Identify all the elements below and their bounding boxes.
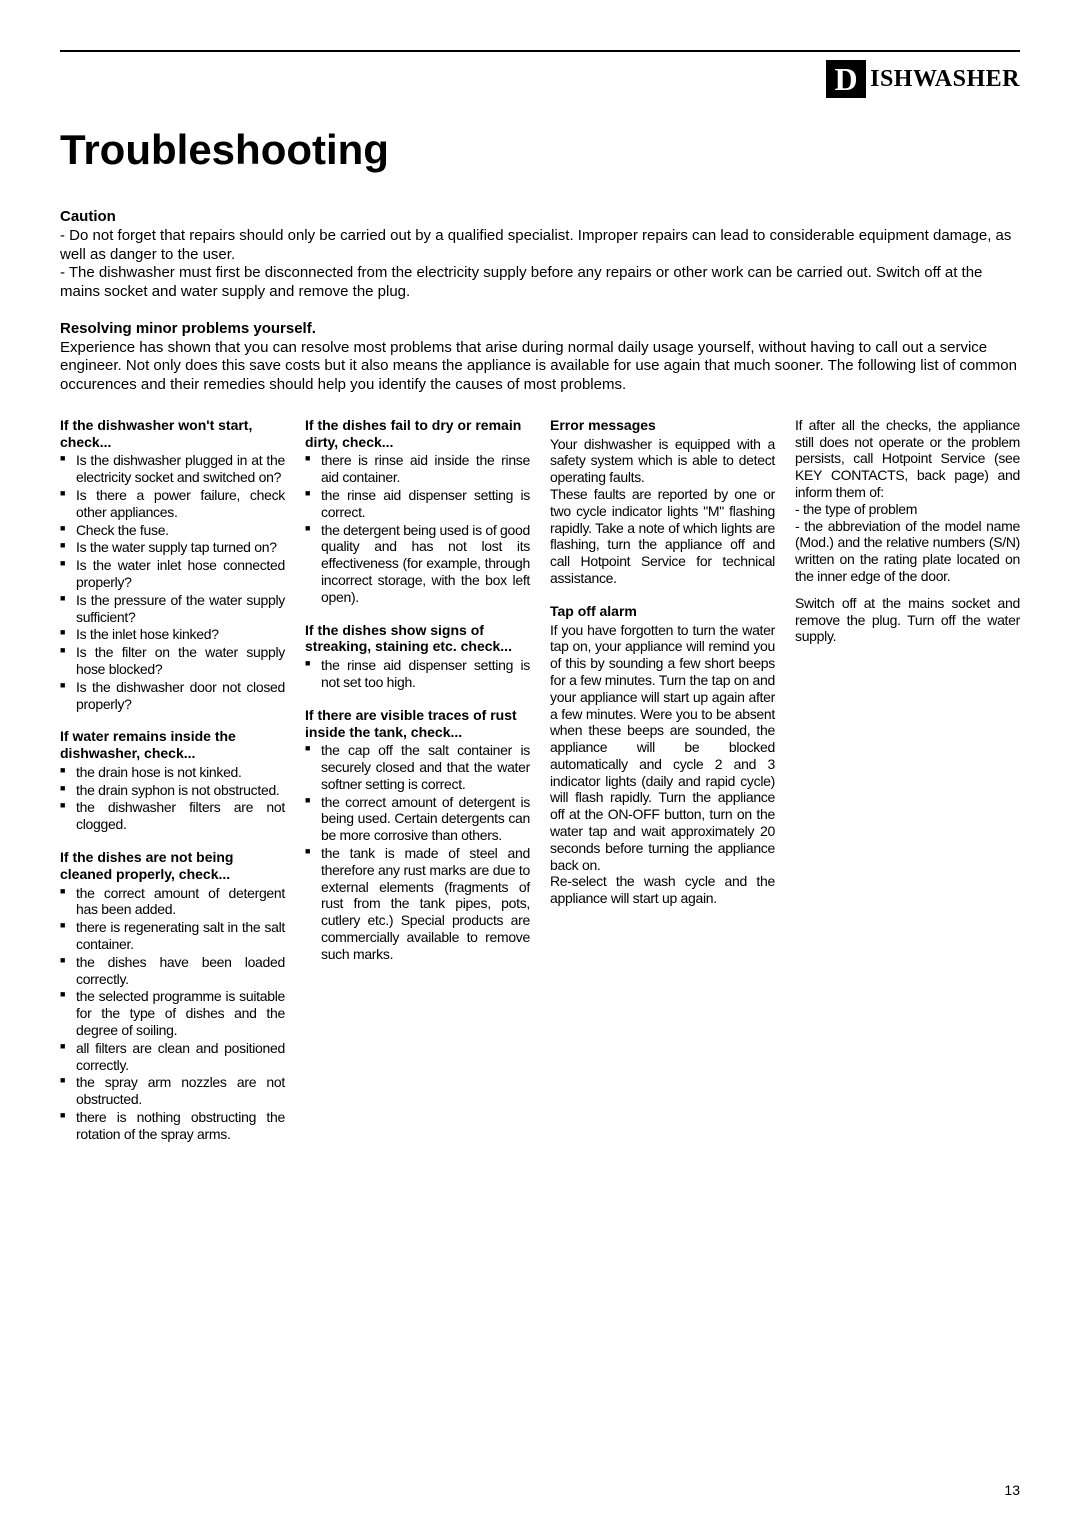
list-item: the drain syphon is not obstructed.: [60, 782, 285, 799]
logo-letter: D: [826, 60, 866, 98]
caution-p1: - Do not forget that repairs should only…: [60, 227, 1020, 265]
list-item: Is there a power failure, check other ap…: [60, 487, 285, 521]
c2s2-heading: If the dishes show signs of streaking, s…: [305, 622, 530, 656]
c2s1-heading: If the dishes fail to dry or remain dirt…: [305, 417, 530, 451]
c2s3-heading: If there are visible traces of rust insi…: [305, 707, 530, 741]
column-3: Error messages Your dishwasher is equipp…: [550, 417, 775, 1159]
c3s1-heading: Error messages: [550, 417, 775, 434]
list-item: Is the dishwasher door not closed proper…: [60, 679, 285, 713]
c3s2-heading: Tap off alarm: [550, 603, 775, 620]
column-1: If the dishwasher won't start, check... …: [60, 417, 285, 1159]
c3s1-p1: Your dishwasher is equipped with a safet…: [550, 436, 775, 486]
c1s2-heading: If water remains inside the dishwasher, …: [60, 728, 285, 762]
list-item: Is the pressure of the water supply suff…: [60, 592, 285, 626]
list-item: the spray arm nozzles are not obstructed…: [60, 1074, 285, 1108]
c1s3-heading: If the dishes are not being cleaned prop…: [60, 849, 285, 883]
caution-p2: - The dishwasher must first be disconnec…: [60, 264, 1020, 302]
c3s2-p2: Re-select the wash cycle and the applian…: [550, 873, 775, 907]
caution-heading: Caution: [60, 208, 1020, 227]
c4-p4: Switch off at the mains socket and remov…: [795, 595, 1020, 645]
logo-word: ISHWASHER: [870, 66, 1020, 93]
list-item: Is the water supply tap turned on?: [60, 539, 285, 556]
list-item: the dishes have been loaded correctly.: [60, 954, 285, 988]
list-item: all filters are clean and positioned cor…: [60, 1040, 285, 1074]
columns: If the dishwasher won't start, check... …: [60, 417, 1020, 1159]
c4-p3: - the abbreviation of the model name (Mo…: [795, 518, 1020, 585]
page-title: Troubleshooting: [60, 126, 1020, 174]
list-item: the cap off the salt container is secure…: [305, 742, 530, 792]
caution-block: Caution - Do not forget that repairs sho…: [60, 208, 1020, 302]
header-logo-row: D ISHWASHER: [60, 60, 1020, 98]
c1s1-heading: If the dishwasher won't start, check...: [60, 417, 285, 451]
list-item: the rinse aid dispenser setting is corre…: [305, 487, 530, 521]
list-item: there is nothing obstructing the rotatio…: [60, 1109, 285, 1143]
list-item: the tank is made of steel and therefore …: [305, 845, 530, 963]
list-item: Is the water inlet hose connected proper…: [60, 557, 285, 591]
list-item: the rinse aid dispenser setting is not s…: [305, 657, 530, 691]
list-item: Is the inlet hose kinked?: [60, 626, 285, 643]
list-item: there is rinse aid inside the rinse aid …: [305, 452, 530, 486]
list-item: there is regenerating salt in the salt c…: [60, 919, 285, 953]
resolving-heading: Resolving minor problems yourself.: [60, 320, 1020, 339]
list-item: the correct amount of detergent is being…: [305, 794, 530, 844]
list-item: the detergent being used is of good qual…: [305, 522, 530, 606]
list-item: the drain hose is not kinked.: [60, 764, 285, 781]
column-2: If the dishes fail to dry or remain dirt…: [305, 417, 530, 1159]
resolving-block: Resolving minor problems yourself. Exper…: [60, 320, 1020, 395]
list-item: the selected programme is suitable for t…: [60, 988, 285, 1038]
list-item: the correct amount of detergent has been…: [60, 885, 285, 919]
list-item: Check the fuse.: [60, 522, 285, 539]
list-item: Is the filter on the water supply hose b…: [60, 644, 285, 678]
page-number: 13: [1004, 1482, 1020, 1498]
c3s1-p2: These faults are reported by one or two …: [550, 486, 775, 587]
resolving-body: Experience has shown that you can resolv…: [60, 339, 1020, 395]
list-item: the dishwasher filters are not clogged.: [60, 799, 285, 833]
top-rule: [60, 50, 1020, 52]
c3s2-p1: If you have forgotten to turn the water …: [550, 622, 775, 874]
column-4: If after all the checks, the appliance s…: [795, 417, 1020, 1159]
c4-p1: If after all the checks, the appliance s…: [795, 417, 1020, 501]
list-item: Is the dishwasher plugged in at the elec…: [60, 452, 285, 486]
c4-p2: - the type of problem: [795, 501, 1020, 518]
